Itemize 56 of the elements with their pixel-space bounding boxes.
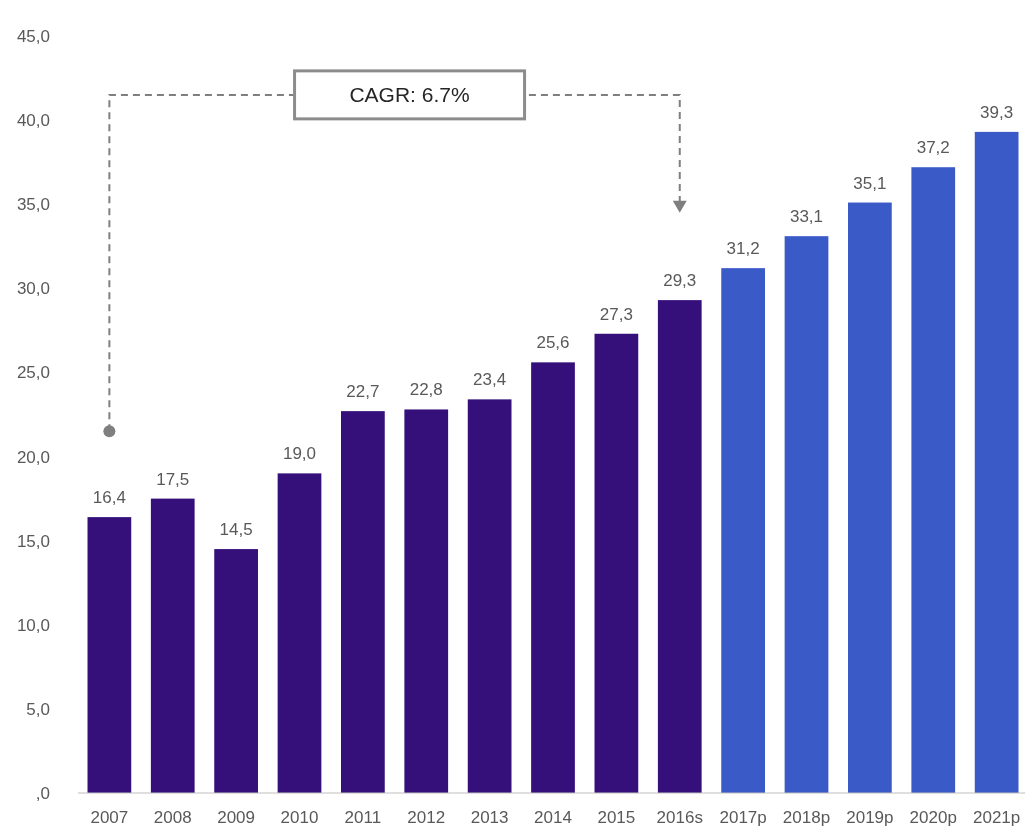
y-tick-label: 35,0 — [16, 195, 50, 215]
x-tick-label: 2012 — [407, 808, 446, 827]
x-tick-label: 2011 — [344, 808, 382, 827]
bar — [594, 333, 639, 793]
x-tick-label: 2020p — [909, 808, 957, 827]
y-tick-label: 45,0 — [16, 26, 50, 46]
y-tick-label: 5,0 — [26, 699, 50, 719]
bar — [911, 167, 956, 793]
bar — [150, 498, 195, 793]
data-label: 29,3 — [663, 271, 697, 291]
x-tick-label: 2016s — [656, 808, 703, 827]
y-tick-label: 25,0 — [16, 363, 50, 383]
data-label: 37,2 — [916, 138, 950, 158]
bar — [404, 409, 449, 793]
data-label: 22,7 — [346, 382, 380, 402]
bar — [848, 202, 892, 793]
annotation: CAGR: 6.7% — [349, 83, 470, 107]
x-tick-label: 2008 — [153, 808, 192, 827]
x-tick-label: 2009 — [217, 808, 256, 827]
x-tick-label: 2007 — [90, 808, 129, 827]
bar — [784, 236, 829, 793]
x-tick-label: 2014 — [534, 808, 572, 827]
data-label: 31,2 — [726, 239, 760, 259]
y-tick-label: 15,0 — [16, 531, 50, 551]
x-tick-label: 2013 — [470, 808, 509, 827]
bar — [214, 549, 258, 793]
x-tick-label: 2017p — [719, 808, 767, 827]
bar — [657, 300, 702, 793]
bar — [341, 411, 385, 793]
x-tick-label: 2018p — [782, 808, 831, 827]
bar — [87, 517, 132, 793]
data-label: 16,4 — [92, 488, 126, 508]
data-label: 19,0 — [282, 444, 317, 464]
y-tick-label: 30,0 — [16, 279, 50, 299]
data-label: 39,3 — [980, 102, 1014, 122]
x-tick-label: 2021p — [972, 808, 1021, 827]
data-label: 25,6 — [536, 333, 570, 353]
y-tick-label: ,0 — [35, 783, 50, 803]
x-tick-label: 2015 — [597, 808, 636, 827]
data-label: 23,4 — [473, 370, 507, 390]
data-label: 17,5 — [156, 469, 190, 489]
x-tick-label: 2010 — [280, 808, 319, 827]
bar — [277, 473, 322, 793]
bar — [721, 268, 765, 793]
data-label: 22,8 — [409, 380, 443, 400]
bar — [467, 399, 512, 793]
x-tick-label: 2019p — [846, 808, 894, 827]
y-tick-label: 10,0 — [16, 615, 50, 635]
data-label: 33,1 — [789, 207, 824, 227]
bar — [531, 362, 575, 793]
bar — [974, 131, 1019, 793]
y-tick-label: 40,0 — [16, 111, 50, 131]
y-tick-label: 20,0 — [16, 447, 50, 467]
data-label: 14,5 — [219, 520, 253, 540]
data-label: 35,1 — [853, 173, 887, 193]
data-label: 27,3 — [599, 304, 633, 324]
